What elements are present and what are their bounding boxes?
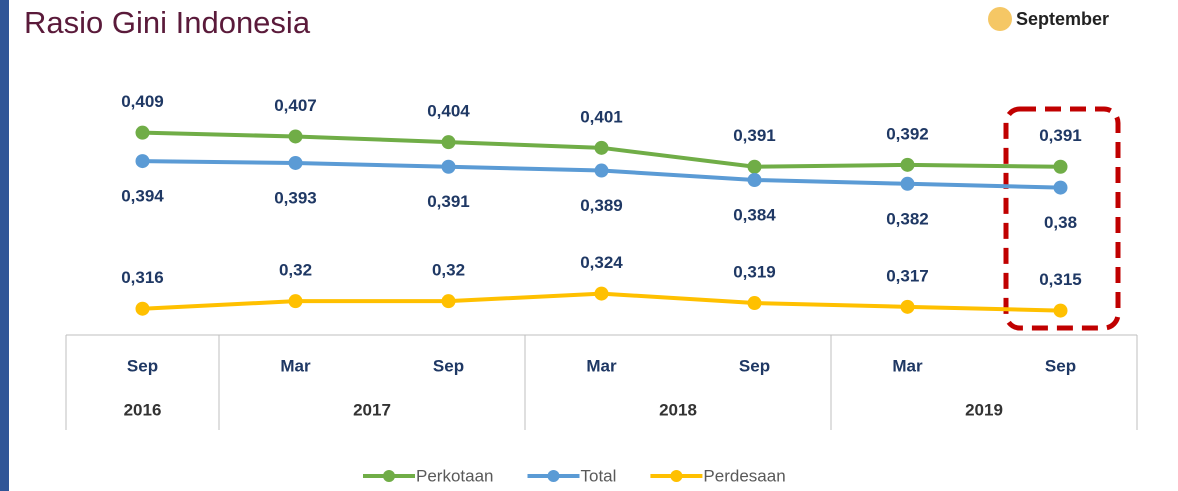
data-label: 0,382 bbox=[886, 209, 929, 228]
x-tick-label: Mar bbox=[586, 356, 617, 375]
data-label: 0,38 bbox=[1044, 213, 1077, 232]
x-tick-label: Sep bbox=[739, 356, 770, 375]
period-legend: September bbox=[1016, 9, 1109, 29]
highlight-box bbox=[1003, 106, 1121, 331]
data-label: 0,394 bbox=[121, 187, 164, 206]
data-label: 0,391 bbox=[427, 192, 470, 211]
side-bar bbox=[0, 0, 9, 491]
data-label: 0,324 bbox=[580, 253, 623, 272]
data-label: 0,32 bbox=[432, 261, 465, 280]
point bbox=[594, 286, 609, 301]
legend-marker bbox=[547, 470, 560, 482]
data-label: 0,389 bbox=[580, 196, 623, 215]
x-tick-label: Mar bbox=[280, 356, 311, 375]
point bbox=[900, 176, 915, 191]
data-label: 0,391 bbox=[733, 126, 776, 145]
point bbox=[900, 157, 915, 172]
point bbox=[1053, 180, 1068, 195]
point bbox=[747, 159, 762, 174]
x-tick-label: Sep bbox=[127, 356, 158, 375]
year-label: 2018 bbox=[659, 400, 697, 419]
data-label: 0,391 bbox=[1039, 126, 1082, 145]
point bbox=[747, 173, 762, 187]
legend-marker bbox=[670, 470, 683, 482]
data-label: 0,407 bbox=[274, 96, 317, 115]
point bbox=[135, 125, 150, 140]
period-marker bbox=[988, 7, 1012, 31]
legend-label: Perdesaan bbox=[703, 466, 785, 485]
point bbox=[288, 155, 303, 170]
point bbox=[135, 301, 150, 316]
point bbox=[594, 140, 609, 155]
data-label: 0,409 bbox=[121, 92, 164, 111]
point bbox=[441, 135, 456, 150]
data-label: 0,32 bbox=[279, 261, 312, 280]
year-label: 2019 bbox=[965, 400, 1003, 419]
data-label: 0,392 bbox=[886, 124, 929, 143]
x-tick-label: Mar bbox=[892, 356, 923, 375]
point bbox=[441, 159, 456, 174]
point bbox=[288, 294, 303, 309]
data-label: 0,393 bbox=[274, 188, 317, 207]
data-label: 0,319 bbox=[733, 263, 776, 282]
point bbox=[1053, 159, 1068, 174]
data-label: 0,384 bbox=[733, 205, 776, 224]
point bbox=[135, 154, 150, 169]
data-label: 0,317 bbox=[886, 266, 929, 285]
title: Rasio Gini Indonesia bbox=[24, 5, 311, 40]
x-tick-label: Sep bbox=[1045, 356, 1076, 375]
legend-label: Perkotaan bbox=[416, 466, 494, 485]
year-label: 2017 bbox=[353, 400, 391, 419]
legend-label: Total bbox=[581, 466, 617, 485]
data-label: 0,404 bbox=[427, 102, 470, 121]
point bbox=[747, 296, 762, 311]
point bbox=[441, 294, 456, 309]
x-tick-label: Sep bbox=[433, 356, 464, 375]
year-label: 2016 bbox=[124, 400, 162, 419]
point bbox=[1053, 303, 1068, 318]
data-label: 0,401 bbox=[580, 107, 623, 126]
legend-marker bbox=[383, 470, 395, 482]
data-label: 0,315 bbox=[1039, 270, 1082, 289]
point bbox=[900, 299, 915, 314]
point bbox=[288, 129, 303, 144]
data-label: 0,316 bbox=[121, 268, 164, 287]
point bbox=[594, 163, 609, 178]
